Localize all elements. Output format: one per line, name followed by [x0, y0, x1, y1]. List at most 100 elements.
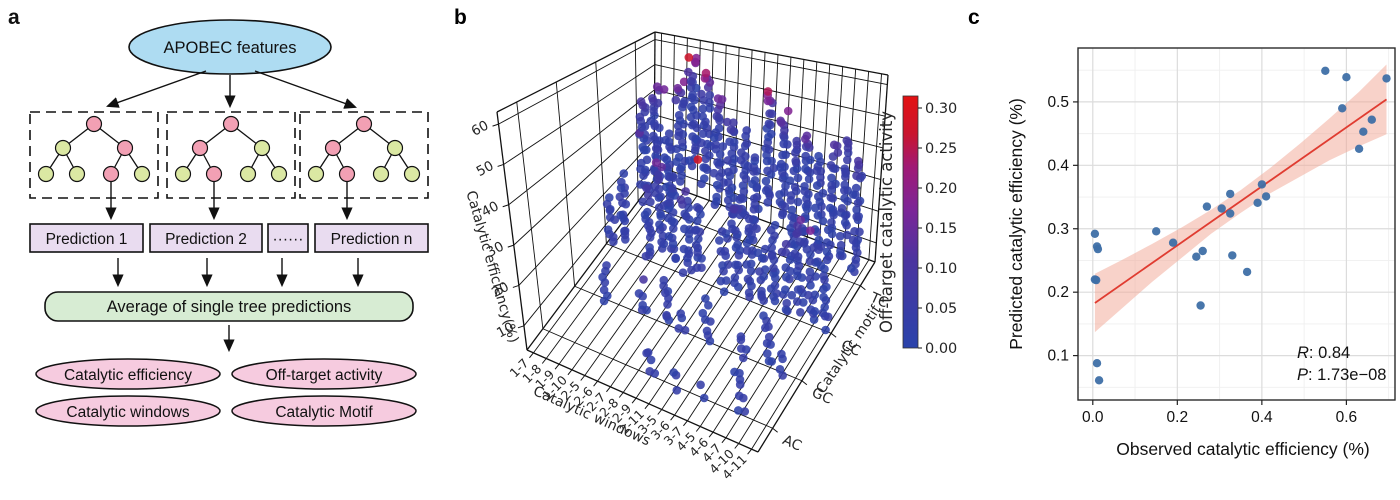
y-tick-label: 0.1: [1047, 348, 1069, 365]
data-point-3d: [745, 235, 754, 244]
tree-node-pink: [338, 165, 356, 183]
tree-node-pink: [222, 115, 240, 133]
prediction-label: ······: [273, 231, 304, 248]
data-point-3d: [671, 254, 680, 263]
data-point-3d: [729, 118, 738, 127]
grid-line: [874, 74, 889, 263]
data-point-3d: [678, 137, 687, 147]
y-tick: [860, 285, 866, 291]
decision-trees: [37, 115, 421, 221]
colorbar-tick-label: 0.05: [925, 301, 957, 317]
data-point-3d: [705, 90, 715, 100]
data-point-3d: [742, 260, 751, 269]
panel-b-3d-scatter: b 1020304050601-71-81-91-102-52-62-72-82…: [454, 6, 957, 482]
data-point-3d: [766, 284, 776, 294]
x-axis-title: Observed catalytic efficiency (%): [1116, 439, 1370, 459]
data-point-3d: [819, 271, 828, 281]
data-point-3d: [826, 161, 836, 170]
data-point-3d: [674, 324, 683, 333]
grid-line: [595, 61, 607, 244]
z-tick: [507, 244, 514, 248]
data-point-3d: [787, 205, 797, 215]
apobec-features-ellipse: [128, 19, 332, 75]
data-point-3d: [767, 250, 777, 259]
prediction-box: [267, 223, 309, 253]
data-point: [1198, 246, 1207, 256]
y-tick-label: 0.2: [1047, 284, 1069, 301]
data-point: [1094, 376, 1104, 385]
colorbar-tick-label: 0.15: [925, 221, 957, 237]
data-point-3d: [750, 176, 760, 185]
data-point-3d: [693, 155, 703, 164]
data-point-3d: [761, 176, 771, 186]
data-point-3d: [840, 218, 850, 227]
data-point-3d: [840, 180, 849, 190]
data-point-3d: [793, 297, 802, 306]
x-tick: [734, 443, 740, 449]
data-point-3d: [744, 288, 754, 298]
tree-box-1: [29, 111, 159, 199]
data-point-3d: [680, 224, 689, 234]
x-tick: [683, 420, 688, 427]
data-point-3d: [656, 209, 665, 219]
panel-a-diagram: a APOBEC features Prediction 1 Prediction…: [8, 6, 429, 427]
data-point-3d: [822, 238, 832, 247]
data-point-3d: [790, 182, 800, 192]
colorbar-tick-label: 0.20: [925, 181, 957, 197]
y-tick: [772, 427, 778, 433]
prediction-label: Prediction 2: [165, 231, 247, 248]
data-point-3d: [810, 290, 820, 300]
data-point-3d: [698, 104, 708, 114]
tree-node-green: [239, 165, 257, 183]
colorbar-tick-label: 0.10: [925, 261, 957, 277]
data-point: [1217, 204, 1226, 213]
data-point-3d: [729, 204, 738, 214]
data-point-3d: [767, 243, 776, 252]
grid-line: [654, 39, 888, 85]
data-point: [1192, 252, 1201, 261]
data-point-3d: [818, 216, 828, 226]
data-point: [1226, 189, 1235, 199]
output-catalytic-windows: [35, 395, 221, 427]
data-point-3d: [636, 180, 645, 189]
arrow-root-to-tree3: [254, 70, 357, 109]
grid-line: [496, 31, 656, 113]
data-point-3d: [699, 163, 708, 172]
data-point-3d: [793, 173, 803, 183]
colorbar-tick-label: 0.00: [925, 341, 957, 357]
data-point-3d: [654, 170, 663, 179]
data-point-3d: [711, 140, 720, 149]
data-point-3d: [634, 289, 644, 298]
tree-box-2: [166, 111, 296, 199]
data-point-3d: [661, 288, 670, 298]
data-point-3d: [719, 287, 729, 297]
data-point-3d: [605, 213, 615, 222]
data-point-3d: [730, 273, 740, 282]
data-point-3d: [718, 261, 727, 270]
data-point-3d: [853, 198, 863, 208]
data-point-3d: [637, 158, 646, 168]
x-tick: [541, 358, 547, 364]
data-point-3d: [781, 239, 791, 249]
colorbar-title: Off-target catalytic activity: [877, 111, 896, 333]
y-tick-label: 0.4: [1047, 157, 1069, 174]
data-point: [1092, 359, 1102, 368]
data-point-3d: [742, 139, 752, 148]
average-box: [44, 291, 414, 322]
x-tick-label: 0.2: [1167, 409, 1189, 426]
data-point-3d: [804, 174, 814, 184]
data-point-3d: [765, 109, 774, 118]
data-point-3d: [802, 245, 812, 254]
data-point-3d: [740, 407, 750, 416]
output-label-1: Catalytic efficiency: [64, 367, 192, 384]
data-point-3d: [781, 263, 791, 272]
data-point-3d: [665, 198, 674, 207]
data-point-3d: [760, 244, 770, 254]
data-point-3d: [819, 284, 828, 294]
data-point-3d: [775, 190, 784, 199]
tree-node-green: [403, 165, 421, 183]
data-point-3d: [764, 119, 774, 128]
x-tick: [529, 352, 534, 359]
data-point-3d: [827, 181, 836, 190]
data-point-3d: [851, 255, 861, 264]
